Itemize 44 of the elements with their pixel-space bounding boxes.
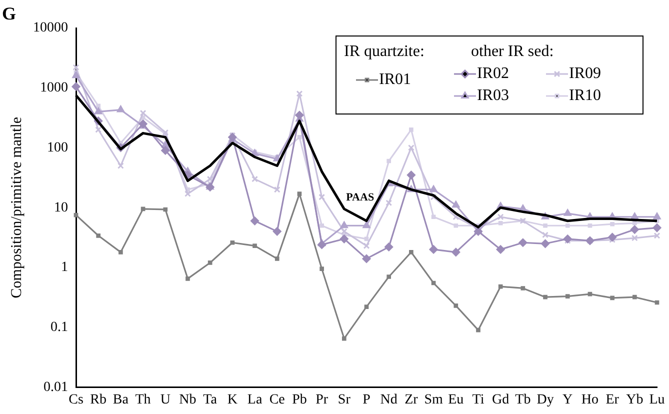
x-tick-label: Rb xyxy=(90,392,107,408)
x-tick-label: Dy xyxy=(536,392,554,408)
x-tick-label: Nd xyxy=(380,392,398,408)
annotation: other IR sed: xyxy=(471,43,554,60)
x-tick-label: Pb xyxy=(292,392,307,408)
x-tick-label: K xyxy=(227,392,238,408)
x-tick-label: La xyxy=(247,392,263,408)
x-tick-label: Cs xyxy=(68,392,84,408)
x-tick-label: Eu xyxy=(448,392,464,408)
legend-label: IR01 xyxy=(379,71,411,88)
legend-label: IR03 xyxy=(477,87,509,104)
x-tick-label: U xyxy=(160,392,170,408)
x-tick-label: Sm xyxy=(424,392,443,408)
y-tick-label: 100 xyxy=(47,140,68,156)
legend-label: IR09 xyxy=(569,65,601,82)
y-tick-label: 1000 xyxy=(40,80,68,96)
x-tick-label: Yb xyxy=(626,392,644,408)
x-tick-label: Ho xyxy=(581,392,599,408)
text: G xyxy=(2,4,16,24)
legend-label: IR10 xyxy=(569,87,601,104)
y-axis-title: Composition/primitive mantle xyxy=(8,116,25,298)
x-tick-label: P xyxy=(362,392,371,408)
x-tick-label: Y xyxy=(562,392,573,408)
x-tick-label: Ti xyxy=(472,392,484,408)
y-tick-label: 10 xyxy=(54,200,68,216)
x-tick-label: Sr xyxy=(338,392,351,408)
annotation: IR quartzite: xyxy=(344,43,424,60)
x-tick-label: Er xyxy=(606,392,620,408)
y-tick-label: 0.1 xyxy=(50,320,68,336)
y-tick-label: 1 xyxy=(61,260,68,276)
x-tick-label: Pr xyxy=(316,392,328,408)
x-tick-label: Ba xyxy=(112,392,130,408)
y-tick-label: 10000 xyxy=(33,20,68,36)
x-tick-label: Zr xyxy=(404,392,418,408)
x-tick-label: Th xyxy=(135,392,151,408)
legend-label: IR02 xyxy=(477,65,509,82)
x-tick-label: Ce xyxy=(269,392,285,408)
x-tick-label: Lu xyxy=(649,392,665,408)
x-tick-label: Ta xyxy=(203,392,218,408)
x-tick-label: Gd xyxy=(492,392,510,408)
y-tick-label: 0.01 xyxy=(44,380,68,395)
x-tick-label: Tb xyxy=(515,392,531,408)
series-label: PAAS xyxy=(346,191,374,204)
x-tick-label: Nb xyxy=(179,392,196,408)
